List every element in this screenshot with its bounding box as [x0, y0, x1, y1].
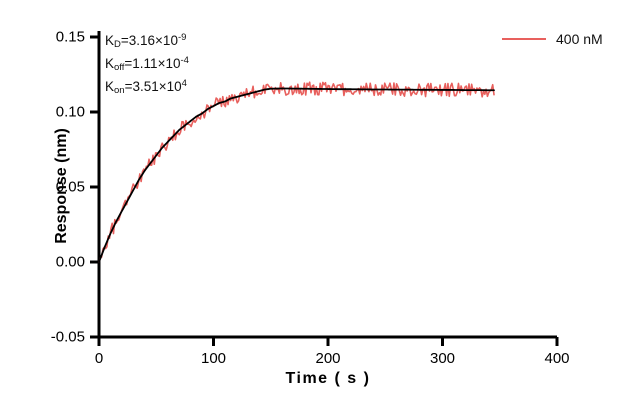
x-tick-label: 0	[94, 350, 104, 367]
x-tick-label: 200	[315, 350, 341, 367]
x-tick-label: 100	[200, 350, 227, 367]
y-axis-title: Response (nm)	[52, 128, 70, 244]
annotation-kd: KD=3.16×10-9	[105, 32, 187, 50]
data-series-400nm	[98, 81, 495, 263]
fitted-curve-line	[98, 87, 495, 263]
axis-lines	[97, 31, 557, 339]
y-tick-label: 0.15	[55, 28, 85, 46]
x-tick-label: 300	[429, 350, 456, 367]
annotation-kon: Kon=3.51×104	[105, 78, 187, 96]
y-tick-label: 0.05	[55, 178, 85, 196]
chart-legend: 400 nM	[502, 31, 603, 47]
x-tick-label: 400	[544, 350, 570, 367]
y-tick-label: -0.05	[50, 328, 85, 346]
legend-label-400nm: 400 nM	[556, 31, 603, 47]
x-axis-ticks	[97, 337, 559, 346]
y-tick-label: 0.00	[55, 253, 85, 271]
x-axis-title: Time ( s )	[285, 370, 371, 387]
y-tick-label: 0.10	[55, 103, 85, 121]
annotation-koff: Koff=1.11×10-4	[105, 55, 189, 73]
legend-swatch-400nm	[502, 38, 546, 40]
